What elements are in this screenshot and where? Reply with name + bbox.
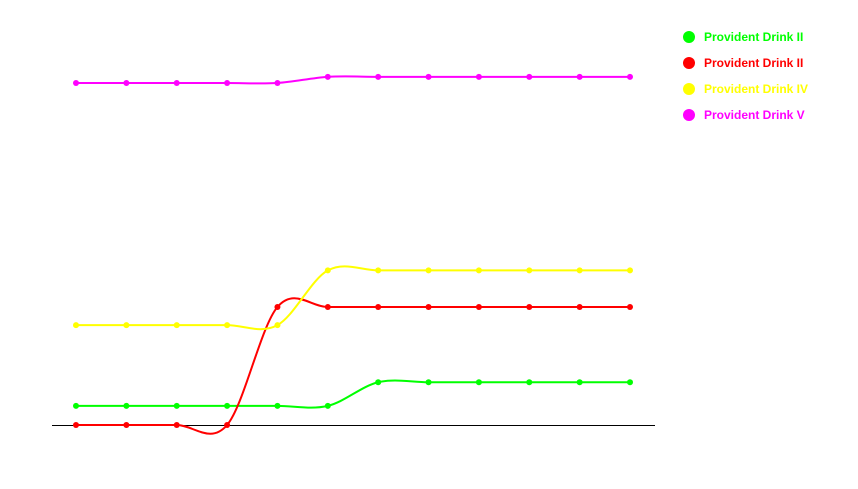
legend-item-series-2[interactable]: Provident Drink II [682, 50, 858, 76]
series-3-point-4[interactable] [224, 322, 231, 329]
series-1-point-6[interactable] [324, 402, 331, 409]
series-3-point-7[interactable] [375, 267, 382, 274]
series-4-point-6[interactable] [324, 73, 331, 80]
series-1-point-9[interactable] [475, 379, 482, 386]
series-3-point-6[interactable] [324, 267, 331, 274]
series-2-point-5[interactable] [274, 304, 281, 311]
series-3-point-5[interactable] [274, 322, 281, 329]
legend-swatch-series-2 [683, 57, 695, 69]
series-1-point-5[interactable] [274, 402, 281, 409]
series-3-point-1[interactable] [73, 322, 79, 329]
series-4 [73, 73, 633, 86]
series-3-point-3[interactable] [173, 322, 180, 329]
legend-swatch-series-4 [683, 109, 695, 121]
series-2-point-7[interactable] [375, 304, 382, 311]
series-3-line [75, 265, 630, 331]
series-2-line [75, 297, 630, 435]
series-1-point-3[interactable] [173, 402, 180, 409]
legend-item-series-1[interactable]: Provident Drink II [682, 24, 858, 50]
series-2-point-4[interactable] [224, 422, 231, 428]
series-1-point-8[interactable] [425, 379, 432, 386]
legend-label-series-4: Provident Drink V [704, 108, 805, 122]
series-2-point-6[interactable] [324, 304, 331, 311]
series-3-point-8[interactable] [425, 267, 432, 274]
series-4-point-10[interactable] [526, 73, 533, 80]
series-2-point-8[interactable] [425, 304, 432, 311]
series-3 [73, 265, 633, 331]
legend-label-series-3: Provident Drink IV [704, 82, 809, 96]
series-1 [73, 379, 633, 409]
series-1-point-7[interactable] [375, 379, 382, 386]
series-1-point-4[interactable] [224, 402, 231, 409]
series-2-point-2[interactable] [123, 422, 130, 428]
series-2-point-12[interactable] [627, 304, 633, 311]
series-4-point-5[interactable] [274, 80, 281, 86]
legend: Provident Drink II Provident Drink II Pr… [682, 24, 858, 128]
series-4-point-3[interactable] [173, 80, 180, 86]
series-2 [73, 297, 633, 435]
legend-swatch-series-3 [683, 83, 695, 95]
series-4-point-12[interactable] [627, 73, 633, 80]
series-4-point-8[interactable] [425, 73, 432, 80]
series-1-point-10[interactable] [526, 379, 533, 386]
series-4-point-11[interactable] [576, 73, 583, 80]
series-2-point-9[interactable] [475, 304, 482, 311]
series-1-point-2[interactable] [123, 402, 130, 409]
legend-item-series-3[interactable]: Provident Drink IV [682, 76, 858, 102]
series-2-point-3[interactable] [173, 422, 180, 428]
legend-label-series-2: Provident Drink II [704, 56, 804, 70]
series-3-point-11[interactable] [576, 267, 583, 274]
series-3-point-2[interactable] [123, 322, 130, 329]
series-3-point-12[interactable] [627, 267, 633, 274]
series-4-point-7[interactable] [375, 73, 382, 80]
series-4-point-9[interactable] [475, 73, 482, 80]
legend-label-series-1: Provident Drink II [704, 30, 804, 44]
series-layer [73, 73, 633, 435]
series-3-point-9[interactable] [475, 267, 482, 274]
series-1-point-11[interactable] [576, 379, 583, 386]
series-4-point-4[interactable] [224, 80, 231, 86]
series-1-line [76, 379, 630, 409]
series-1-point-12[interactable] [627, 379, 633, 386]
series-2-point-11[interactable] [576, 304, 583, 311]
series-1-point-1[interactable] [73, 402, 79, 409]
series-3-point-10[interactable] [526, 267, 533, 274]
series-4-point-1[interactable] [73, 80, 79, 86]
series-4-line [76, 75, 630, 85]
series-2-point-10[interactable] [526, 304, 533, 311]
series-2-point-1[interactable] [73, 422, 79, 428]
series-4-point-2[interactable] [123, 80, 130, 86]
legend-swatch-series-1 [683, 31, 695, 43]
legend-item-series-4[interactable]: Provident Drink V [682, 102, 858, 128]
